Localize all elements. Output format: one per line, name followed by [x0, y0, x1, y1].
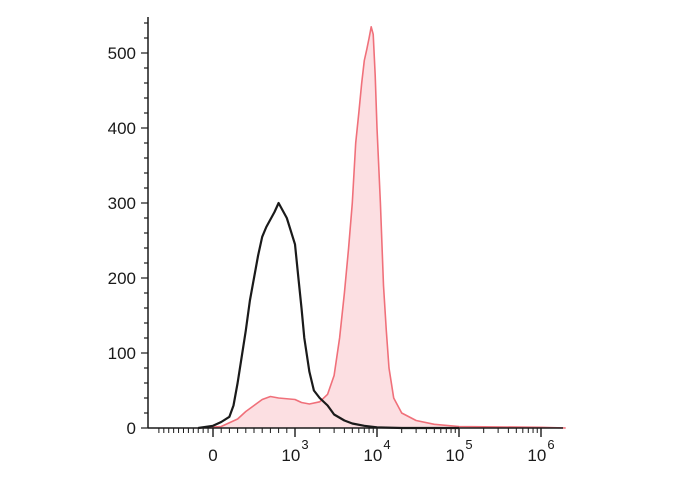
x-tick-label: 106: [527, 437, 554, 465]
y-tick-label: 500: [108, 44, 136, 63]
filled-histogram-line: [198, 26, 566, 429]
x-tick-label: 104: [363, 437, 390, 465]
x-tick-label: 0: [208, 446, 217, 465]
y-tick-label: 0: [127, 419, 136, 438]
x-tick-label: 103: [281, 437, 308, 465]
y-tick-label: 100: [108, 344, 136, 363]
y-tick-label: 400: [108, 119, 136, 138]
axes-layer: [141, 17, 563, 437]
y-tick-label: 200: [108, 269, 136, 288]
labels-layer: 0 100 200 300 400 500 0 103 104 105 106: [108, 44, 555, 465]
series-layer: [198, 26, 566, 430]
x-tick-label: 105: [445, 437, 472, 465]
y-tick-label: 300: [108, 194, 136, 213]
filled-histogram-area: [198, 26, 566, 429]
outline-histogram-line: [198, 201, 459, 430]
